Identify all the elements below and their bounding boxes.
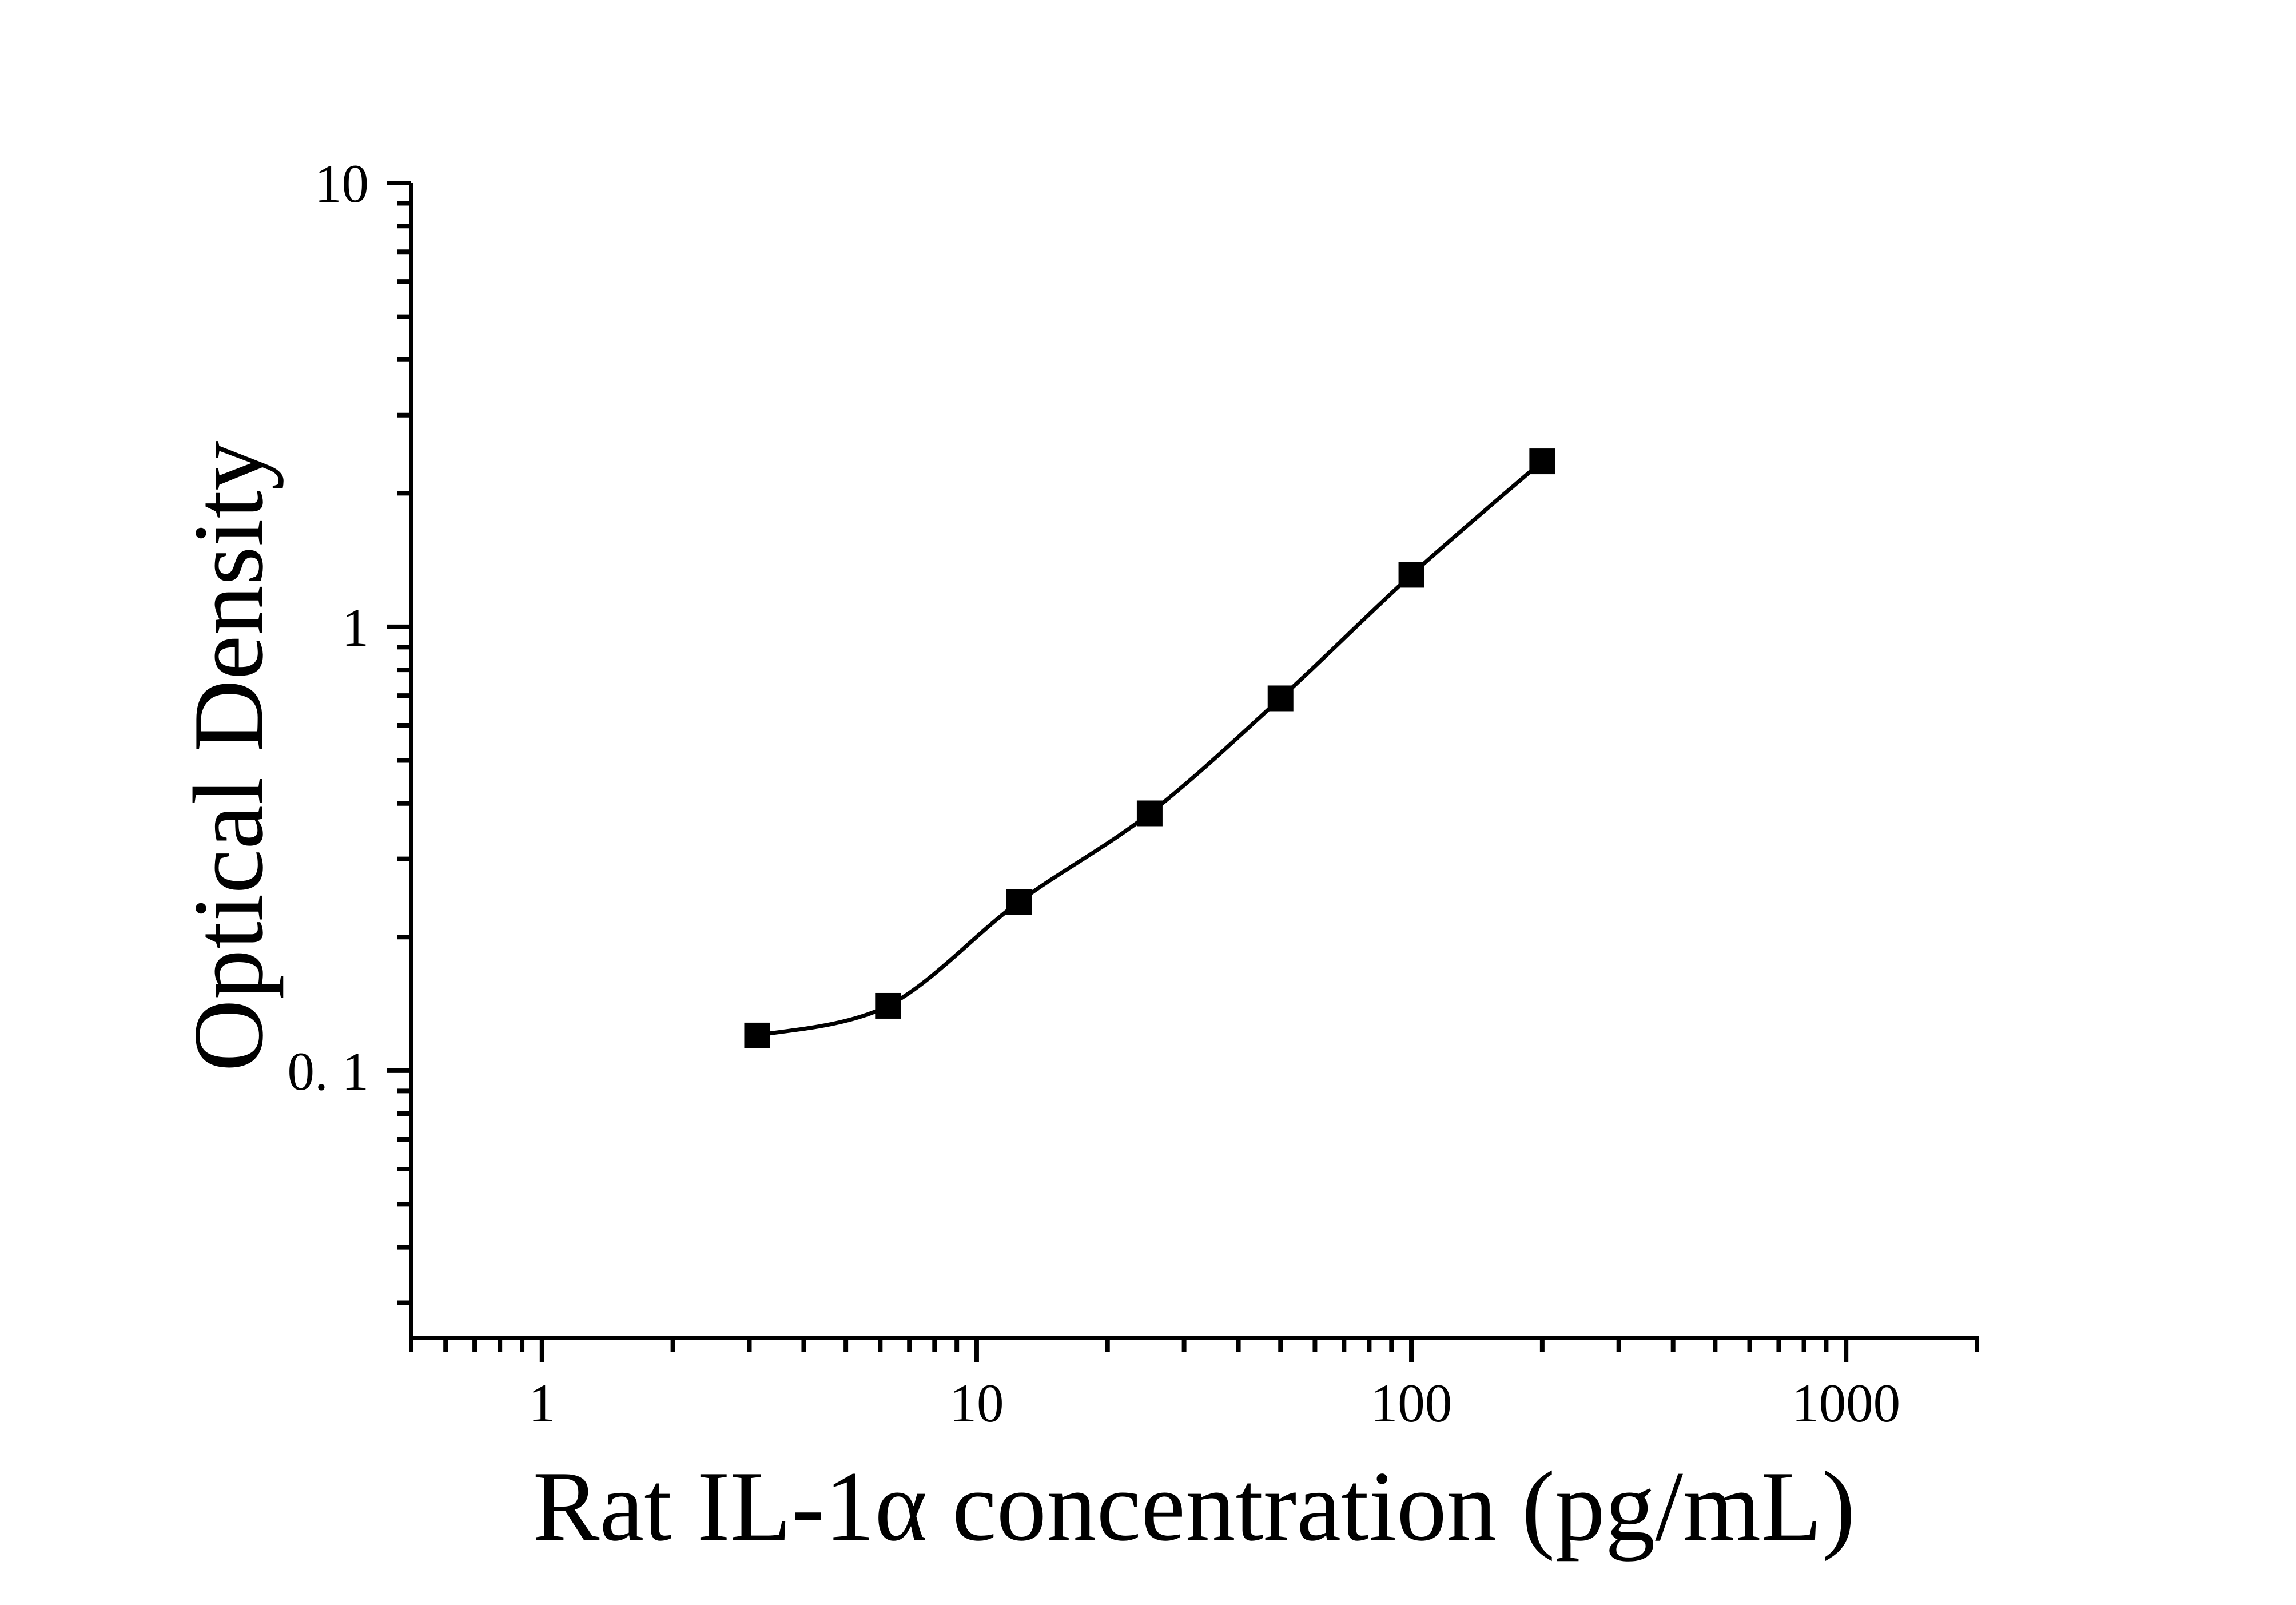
fit-curve bbox=[757, 459, 1544, 1038]
data-points bbox=[744, 448, 1555, 1048]
data-point bbox=[1267, 685, 1294, 712]
axis-ticks bbox=[387, 181, 1979, 1362]
y-tick-label: 1 bbox=[342, 597, 369, 658]
axes bbox=[409, 183, 1979, 1340]
data-point bbox=[744, 1022, 770, 1048]
data-point bbox=[875, 992, 901, 1019]
y-axis-title: Optical Density bbox=[173, 440, 284, 1071]
data-point bbox=[1529, 448, 1555, 475]
data-point bbox=[1006, 889, 1032, 915]
x-tick-label: 100 bbox=[1371, 1373, 1453, 1433]
data-point bbox=[1398, 562, 1424, 588]
y-tick-label: 10 bbox=[315, 153, 369, 214]
data-point bbox=[1136, 800, 1163, 827]
x-tick-label: 1 bbox=[528, 1373, 556, 1433]
tick-labels: 1 10 100 1000 10 1 0. 1 bbox=[288, 153, 1901, 1433]
x-axis-title: Rat IL-1α concentration (pg/mL) bbox=[533, 1451, 1855, 1562]
x-tick-label: 1000 bbox=[1792, 1373, 1900, 1433]
y-tick-label: 0. 1 bbox=[288, 1041, 369, 1102]
x-tick-label: 10 bbox=[949, 1373, 1004, 1433]
